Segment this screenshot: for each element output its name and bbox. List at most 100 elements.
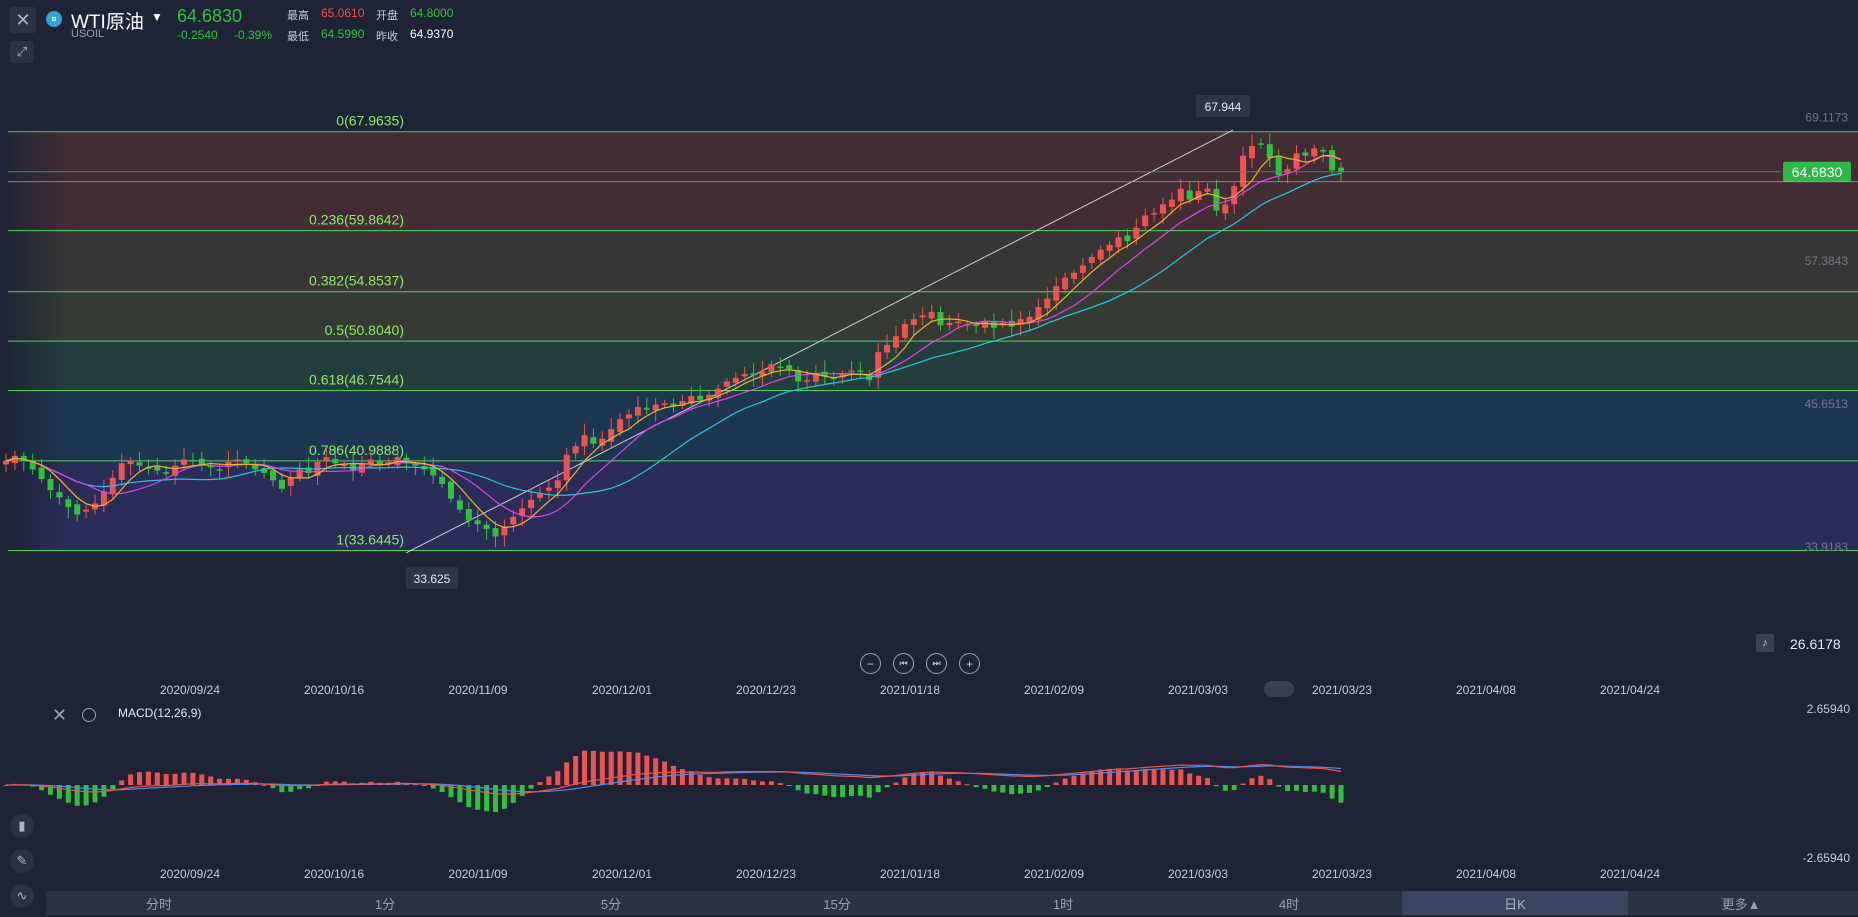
close-indicator-icon[interactable]: ✕ xyxy=(52,705,68,725)
tab-4[interactable]: 1时 xyxy=(1052,896,1074,912)
overlay-toggle[interactable] xyxy=(1264,681,1294,697)
macd-histogram-bar xyxy=(119,780,125,785)
tab-6[interactable]: 日K xyxy=(1402,891,1628,915)
tab-2[interactable]: 5分 xyxy=(600,896,622,912)
open-label: 开盘 xyxy=(376,10,398,22)
candle-body xyxy=(216,469,223,471)
candle-body xyxy=(652,404,659,411)
pencil-icon[interactable]: ✎ xyxy=(10,849,34,873)
tab-1[interactable]: 1分 xyxy=(374,896,396,912)
candle-body xyxy=(679,400,686,406)
macd-histogram-bar xyxy=(1053,782,1059,785)
macd-histogram-bar xyxy=(163,774,169,785)
candle-body xyxy=(554,480,561,489)
macd-histogram-bar xyxy=(582,750,587,785)
candle-body xyxy=(287,477,294,486)
candle-body xyxy=(848,370,855,373)
fib-zone xyxy=(8,131,1858,231)
candle-body xyxy=(706,394,713,401)
close-icon[interactable]: ✕ xyxy=(10,7,36,33)
tab-7[interactable]: 更多▲ xyxy=(1721,896,1761,912)
zoom-out-button[interactable]: − xyxy=(860,653,881,674)
symbol-name[interactable]: WTI原油 xyxy=(71,12,144,33)
trend-channel-line xyxy=(405,129,1234,554)
candle-body xyxy=(1106,244,1113,251)
pin-icon[interactable]: ⤢ xyxy=(10,41,34,63)
x-tick-label: 2021/03/23 xyxy=(1312,683,1372,697)
indicator-icon[interactable]: ∿ xyxy=(10,884,34,908)
macd-histogram-bar xyxy=(466,785,472,808)
candle-body xyxy=(1017,319,1024,326)
candle-body xyxy=(1133,227,1140,239)
candle-body xyxy=(670,403,677,406)
candles-icon[interactable]: ▮ xyxy=(10,814,34,838)
candle-body xyxy=(777,366,784,369)
candle-body xyxy=(483,524,490,530)
macd-histogram-bar xyxy=(546,776,552,785)
bell-icon[interactable]: ♪ xyxy=(1756,634,1774,652)
scroll-back-button[interactable]: ⏮ xyxy=(893,653,914,674)
eye-icon[interactable] xyxy=(82,708,96,722)
candle-body xyxy=(1338,167,1344,172)
candle-body xyxy=(715,388,721,398)
price-axis-label: 45.6513 xyxy=(1805,397,1849,411)
candle-body xyxy=(750,373,757,376)
macd-x-tick-label: 2021/03/23 xyxy=(1312,867,1372,881)
macd-histogram-bar xyxy=(1302,785,1308,792)
macd-x-tick-label: 2020/12/23 xyxy=(736,867,796,881)
macd-histogram-bar xyxy=(1116,768,1121,785)
candle-body xyxy=(332,458,339,464)
macd-histogram-bar xyxy=(1080,773,1086,785)
macd-histogram-bar xyxy=(884,785,890,788)
macd-histogram-bar xyxy=(65,785,71,803)
macd-histogram-bar xyxy=(1027,785,1032,793)
zoom-in-button[interactable]: + xyxy=(959,653,980,674)
tab-5[interactable]: 4时 xyxy=(1278,896,1300,912)
macd-histogram-bar xyxy=(724,778,730,785)
macd-histogram-bar xyxy=(929,771,935,785)
macd-histogram-bar xyxy=(626,751,632,785)
candle-body xyxy=(528,499,535,509)
macd-x-tick-label: 2020/11/09 xyxy=(448,867,507,881)
macd-histogram-bar xyxy=(341,781,347,785)
macd-histogram-bar xyxy=(795,785,801,791)
macd-histogram-bar xyxy=(857,785,863,796)
candle-body xyxy=(563,454,570,481)
macd-histogram-bar xyxy=(1124,770,1130,785)
candle-body xyxy=(1240,155,1247,187)
caret-down-icon[interactable]: ▼ xyxy=(151,10,163,24)
candle-body xyxy=(492,528,499,537)
candle-body xyxy=(768,364,775,373)
tab-3[interactable]: 15分 xyxy=(823,896,851,912)
symbol-code: USOIL xyxy=(71,28,105,40)
candle-body xyxy=(29,460,36,470)
candle-body xyxy=(795,370,802,382)
macd-histogram-bar xyxy=(786,785,792,786)
prev-close-label: 昨收 xyxy=(376,31,398,43)
fib-label: 0.382(54.8537) xyxy=(309,273,404,289)
candle-body xyxy=(234,459,241,462)
macd-histogram-bar xyxy=(56,785,62,799)
macd-histogram-bar xyxy=(332,781,338,785)
candle-body xyxy=(572,446,579,454)
candle-body xyxy=(955,321,962,324)
macd-dif-line xyxy=(5,764,1342,795)
macd-histogram-bar xyxy=(1018,785,1024,794)
macd-histogram-bar xyxy=(715,778,721,785)
ma-fast-line xyxy=(5,154,1342,529)
prev-close-value: 64.9370 xyxy=(410,27,454,41)
candle-body xyxy=(127,460,134,465)
scroll-forward-button[interactable]: ⏭ xyxy=(926,653,947,674)
candle-body xyxy=(207,465,214,468)
macd-histogram-bar xyxy=(199,774,205,785)
macd-histogram-bar xyxy=(1213,785,1219,787)
candle-body xyxy=(198,458,205,465)
candle-body xyxy=(385,462,392,464)
candle-body xyxy=(857,370,864,372)
macd-histogram-bar xyxy=(920,772,926,785)
tab-0[interactable]: 分时 xyxy=(145,896,172,912)
macd-histogram-bar xyxy=(484,785,490,812)
macd-histogram-bar xyxy=(528,785,534,789)
candle-body xyxy=(341,464,348,467)
